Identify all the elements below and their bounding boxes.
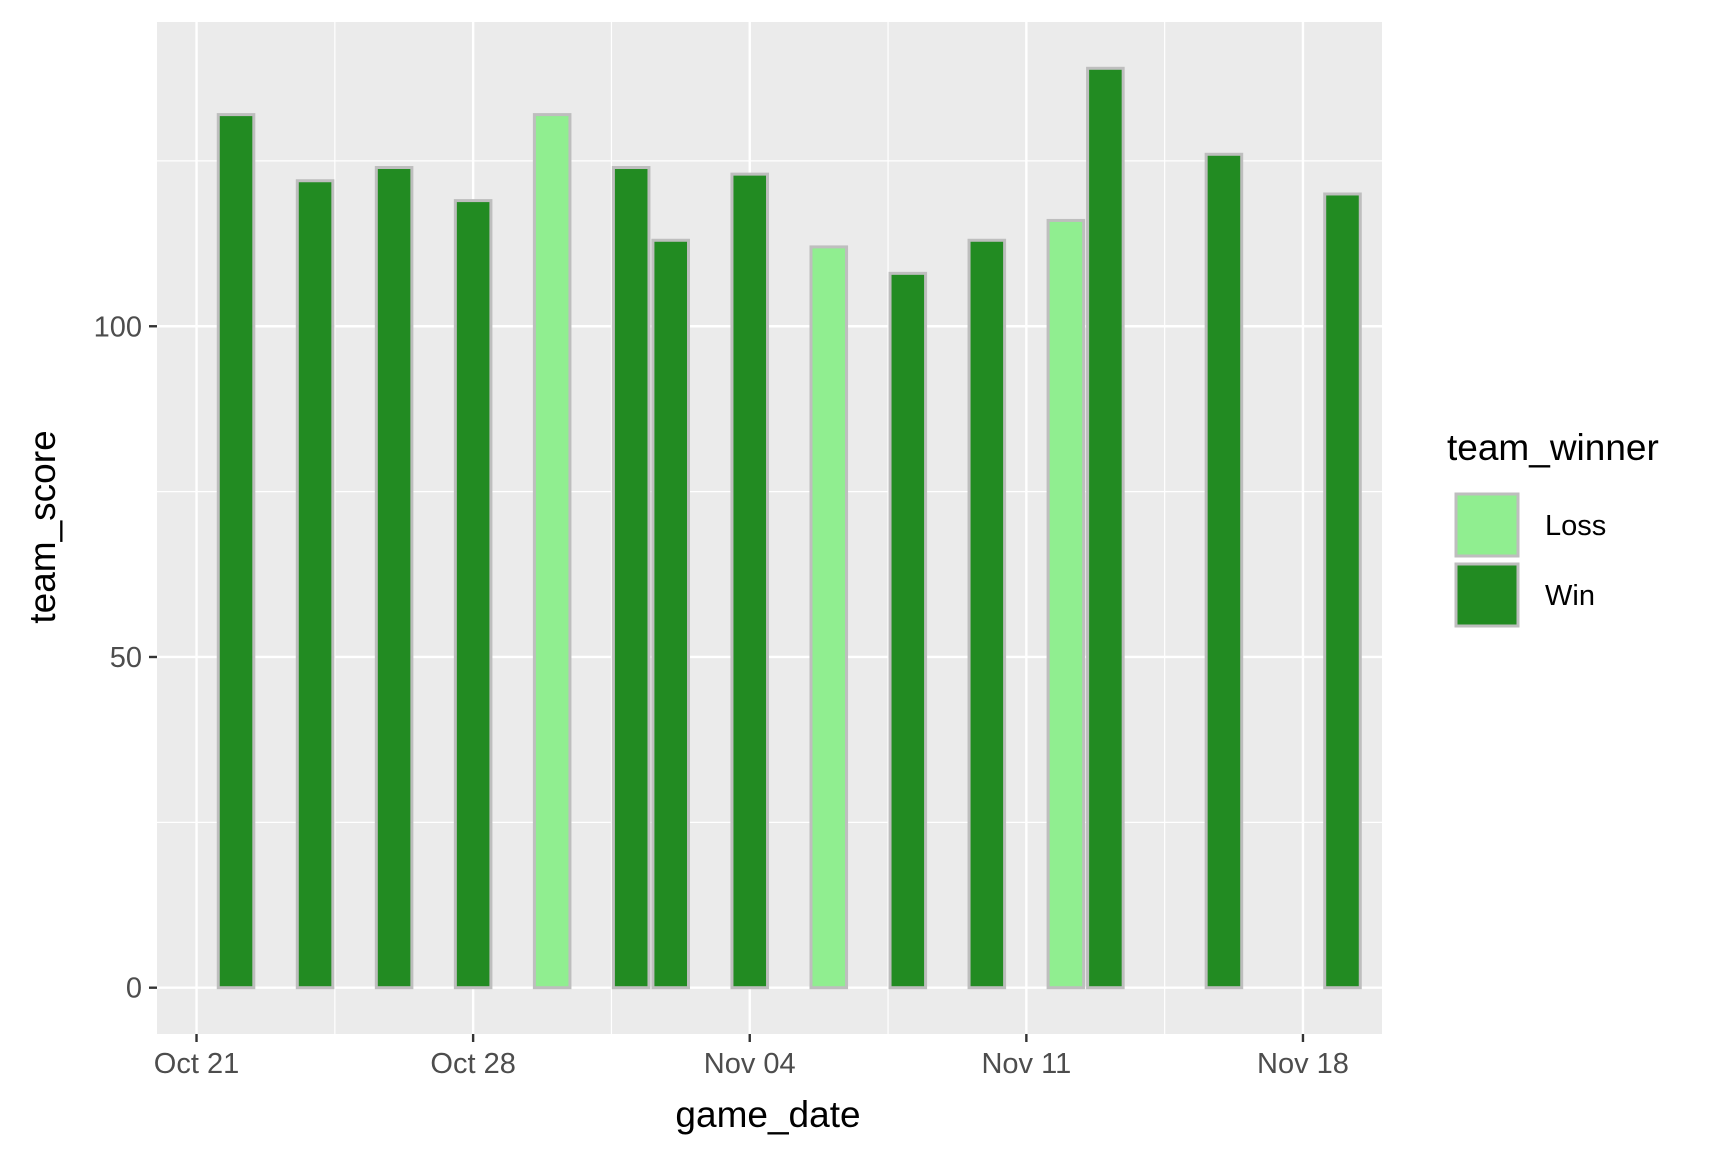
bar bbox=[374, 166, 414, 990]
y-tick-label: 100 bbox=[94, 311, 142, 343]
x-tick-label: Oct 21 bbox=[154, 1048, 239, 1080]
bar bbox=[611, 166, 651, 990]
minor-gridlines bbox=[157, 22, 1382, 1034]
bar bbox=[1086, 66, 1125, 990]
legend-label: Loss bbox=[1545, 510, 1606, 542]
bar bbox=[730, 172, 770, 990]
x-axis: Oct 21 Oct 28 Nov 04 Nov 11 Nov 18 bbox=[154, 1034, 1349, 1080]
y-tick-label: 50 bbox=[110, 642, 142, 674]
bar bbox=[295, 179, 335, 990]
x-tick-label: Nov 18 bbox=[1257, 1048, 1349, 1080]
bar bbox=[967, 238, 1007, 990]
bar bbox=[216, 113, 256, 990]
legend: team_winner Loss Win bbox=[1447, 427, 1659, 628]
y-axis-title: team_score bbox=[22, 430, 63, 623]
bar bbox=[651, 238, 690, 990]
bar bbox=[532, 113, 572, 990]
legend-title: team_winner bbox=[1447, 427, 1659, 468]
panel-background bbox=[157, 22, 1382, 1034]
bar bbox=[1046, 218, 1086, 990]
bar bbox=[453, 199, 493, 990]
legend-entries: Loss Win bbox=[1454, 492, 1606, 628]
bar bbox=[1323, 192, 1362, 990]
x-axis-title: game_date bbox=[675, 1094, 860, 1135]
legend-swatch bbox=[1454, 492, 1520, 558]
bar bbox=[809, 245, 849, 990]
bars bbox=[216, 66, 1362, 990]
legend-swatch bbox=[1454, 562, 1520, 628]
y-axis: 0 50 100 bbox=[94, 311, 157, 1005]
x-tick-label: Nov 04 bbox=[704, 1048, 796, 1080]
bar bbox=[1204, 152, 1244, 990]
y-tick-label: 0 bbox=[126, 973, 142, 1005]
x-tick-label: Nov 11 bbox=[981, 1048, 1071, 1080]
x-tick-label: Oct 28 bbox=[430, 1048, 515, 1080]
bar bbox=[888, 271, 928, 990]
legend-label: Win bbox=[1545, 580, 1595, 612]
